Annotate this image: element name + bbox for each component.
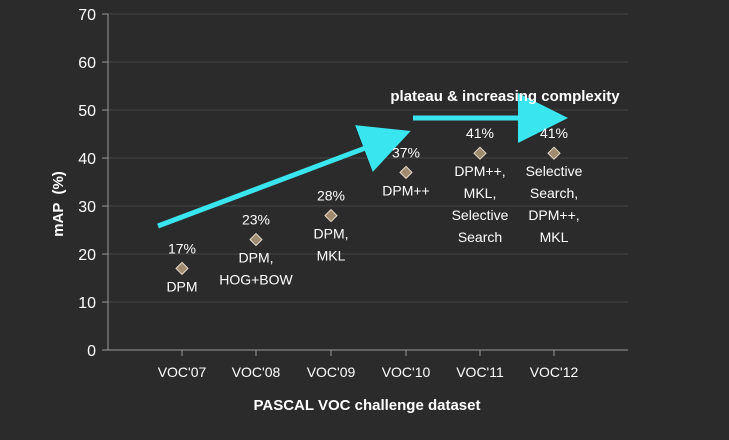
method-label: DPM xyxy=(166,278,197,294)
x-tick-label: VOC'10 xyxy=(382,364,431,380)
value-label: 41% xyxy=(466,125,494,141)
method-label: DPM++ xyxy=(382,182,429,198)
data-point xyxy=(324,208,338,223)
x-tick-label: VOC'08 xyxy=(232,364,281,380)
y-tick-label: 0 xyxy=(87,343,96,360)
method-label: Selective xyxy=(452,207,509,223)
method-label: MKL, xyxy=(464,185,497,201)
method-label: HOG+BOW xyxy=(219,272,293,288)
data-point xyxy=(175,261,189,276)
method-label: MKL xyxy=(540,229,569,245)
y-tick-label: 30 xyxy=(78,199,96,216)
method-label: DPM++, xyxy=(454,163,505,179)
data-point xyxy=(473,146,487,160)
x-tick-label: VOC'07 xyxy=(158,364,207,380)
method-label: DPM++, xyxy=(528,207,579,223)
data-point xyxy=(547,146,561,160)
x-axis-label: PASCAL VOC challenge dataset xyxy=(253,397,480,414)
y-axis-label: mAP (%) xyxy=(50,171,67,237)
x-tick-label: VOC'12 xyxy=(530,364,579,380)
value-label: 28% xyxy=(317,188,345,204)
gridlines xyxy=(108,13,628,303)
data-point xyxy=(399,165,413,180)
method-label: DPM, xyxy=(239,250,274,266)
value-label: 37% xyxy=(392,144,420,160)
plateau-annotation: plateau & increasing complexity xyxy=(390,88,620,105)
value-label: 41% xyxy=(540,125,568,141)
data-point xyxy=(249,232,263,247)
x-tick-label: VOC'11 xyxy=(456,364,504,380)
value-label: 17% xyxy=(168,240,196,256)
data-points: 17% DPM 23% DPM, HOG+BOW 28% DPM, MKL 37% DPM++ 41… xyxy=(166,125,582,294)
y-tick-label: 40 xyxy=(78,151,96,168)
method-label: MKL xyxy=(317,248,346,264)
y-tick-label: 50 xyxy=(78,103,96,120)
y-tick-label: 70 xyxy=(78,7,96,24)
method-label: Search, xyxy=(530,185,578,201)
y-tick-label: 10 xyxy=(78,295,96,312)
value-label: 23% xyxy=(242,212,270,228)
rising-trend-arrow xyxy=(157,125,411,229)
x-tick-label: VOC'09 xyxy=(307,364,356,380)
trend-arrows: plateau & increasing complexity xyxy=(157,88,620,229)
axes xyxy=(102,13,628,356)
y-tick-label: 20 xyxy=(78,247,96,264)
method-label: Selective xyxy=(526,163,583,179)
tick-labels: 0 10 20 30 40 50 60 70 VOC'07 VOC'08 VOC'09 VOC'10 V… xyxy=(78,7,578,380)
method-label: DPM, xyxy=(314,226,349,242)
method-label: Search xyxy=(458,229,502,245)
y-tick-label: 60 xyxy=(78,55,96,72)
